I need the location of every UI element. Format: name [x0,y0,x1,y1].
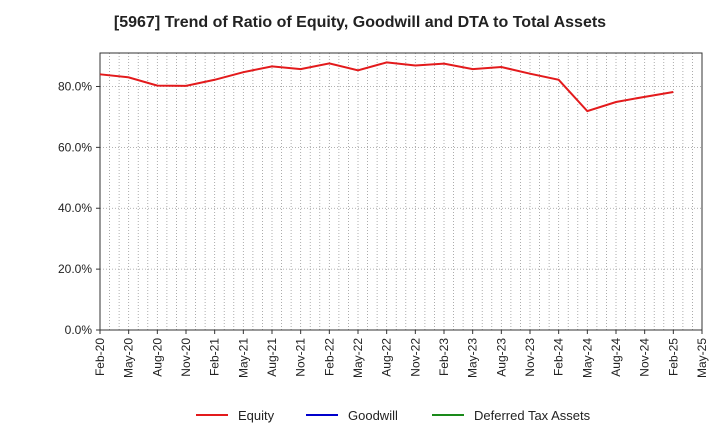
x-tick-label: Nov-21 [294,338,308,377]
x-tick-label: Aug-20 [150,338,164,377]
y-tick-label: 20.0% [58,262,92,276]
x-tick-label: Feb-24 [552,338,566,376]
x-tick-label: Aug-23 [494,338,508,377]
legend-label: Goodwill [348,408,398,423]
chart-title: [5967] Trend of Ratio of Equity, Goodwil… [113,14,607,31]
x-tick-label: May-23 [466,338,480,378]
x-tick-label: Feb-25 [666,338,680,376]
legend-label: Deferred Tax Assets [474,408,591,423]
x-tick-label: Feb-20 [93,338,107,376]
x-tick-label: Nov-20 [179,338,193,377]
series-line-equity [99,61,674,113]
x-tick-label: Nov-24 [638,338,652,377]
x-tick-label: Nov-22 [408,338,422,377]
legend-label: Equity [238,408,275,423]
y-tick-label: 40.0% [58,201,92,215]
x-tick-label: Feb-22 [322,338,336,376]
x-tick-label: May-20 [122,338,136,378]
x-tick-label: May-22 [351,338,365,378]
x-tick-label: Aug-22 [380,338,394,377]
x-tick-label: May-21 [236,338,250,378]
y-tick-label: 80.0% [58,79,92,93]
x-tick-label: Aug-24 [609,338,623,377]
x-tick-label: Feb-23 [437,338,451,376]
y-tick-label: 60.0% [58,140,92,154]
plot-frame [99,52,703,331]
x-tick-label: Nov-23 [523,338,537,377]
x-tick-label: May-25 [695,338,709,378]
x-tick-label: May-24 [580,338,594,378]
y-tick-label: 0.0% [65,323,93,337]
x-tick-label: Feb-21 [208,338,222,376]
x-tick-label: Aug-21 [265,338,279,377]
